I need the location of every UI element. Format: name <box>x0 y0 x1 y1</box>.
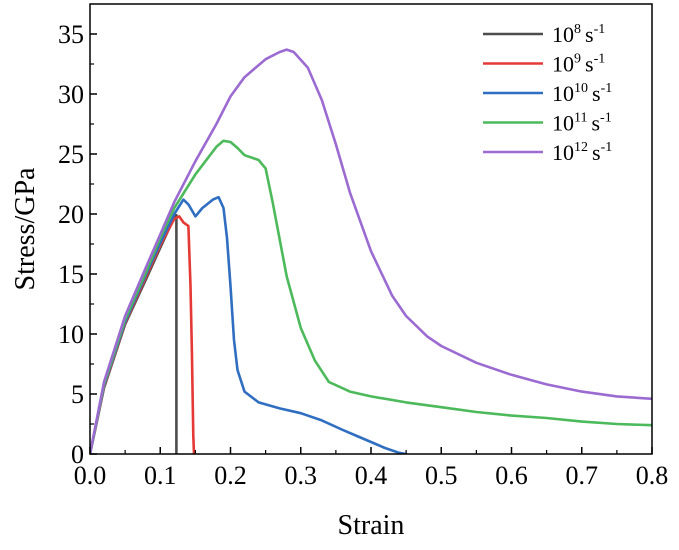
legend-unit-exponent: -1 <box>601 81 613 96</box>
y-tick-label: 30 <box>58 80 84 109</box>
legend-label-0: 108 s-1 <box>552 22 605 47</box>
y-tick-label: 0 <box>71 440 84 469</box>
x-axis-label: Strain <box>338 510 405 541</box>
x-tick-label: 0.8 <box>636 461 669 490</box>
legend-exponent: 11 <box>574 111 587 126</box>
x-tick-label: 0.0 <box>74 461 107 490</box>
legend-unit-exponent: -1 <box>594 52 606 67</box>
x-tick-label: 0.7 <box>566 461 599 490</box>
legend-unit-exponent: -1 <box>600 111 612 126</box>
legend-unit: s <box>585 22 594 47</box>
series-line-4 <box>90 48 652 454</box>
legend-base: 10 <box>552 111 574 136</box>
series-line-2 <box>90 195 408 454</box>
y-tick-label: 20 <box>58 200 84 229</box>
series-line-3 <box>90 139 652 454</box>
legend-base: 10 <box>552 52 574 77</box>
y-axis-label: Stress/GPa <box>10 167 41 290</box>
legend-unit: s <box>592 140 601 165</box>
legend-unit: s <box>585 52 594 77</box>
legend-unit-exponent: -1 <box>601 140 613 155</box>
x-tick-label: 0.3 <box>285 461 318 490</box>
ticks-layer: 0.0 0.1 0.2 0.3 0.4 0.5 0.6 0.7 0.8 0 5 10 15 20 25 30 3… <box>58 20 668 490</box>
legend-label-2: 1010 s-1 <box>552 81 612 106</box>
legend-exponent: 10 <box>574 81 588 96</box>
legend-base: 10 <box>552 81 574 106</box>
y-tick-label: 15 <box>58 260 84 289</box>
x-tick-label: 0.5 <box>425 461 458 490</box>
legend-base: 10 <box>552 140 574 165</box>
y-tick-label: 10 <box>58 320 84 349</box>
legend-unit: s <box>591 111 600 136</box>
x-tick-label: 0.2 <box>214 461 247 490</box>
legend-label-3: 1011 s-1 <box>552 111 612 136</box>
legend-label-4: 1012 s-1 <box>552 140 612 165</box>
legend-base: 10 <box>552 22 574 47</box>
x-tick-label: 0.1 <box>144 461 177 490</box>
x-tick-label: 0.4 <box>355 461 388 490</box>
series-line-1 <box>90 215 196 454</box>
legend-exponent: 12 <box>574 140 588 155</box>
y-tick-label: 5 <box>71 380 84 409</box>
series-line-0 <box>90 213 178 454</box>
series-layer <box>90 48 652 454</box>
legend-exponent: 9 <box>574 52 581 67</box>
x-tick-label: 0.6 <box>495 461 528 490</box>
y-tick-label: 25 <box>58 140 84 169</box>
y-tick-label: 35 <box>58 20 84 49</box>
legend-exponent: 8 <box>574 22 581 37</box>
legend-label-1: 109 s-1 <box>552 52 605 77</box>
legend-unit: s <box>592 81 601 106</box>
legend-unit-exponent: -1 <box>594 22 606 37</box>
